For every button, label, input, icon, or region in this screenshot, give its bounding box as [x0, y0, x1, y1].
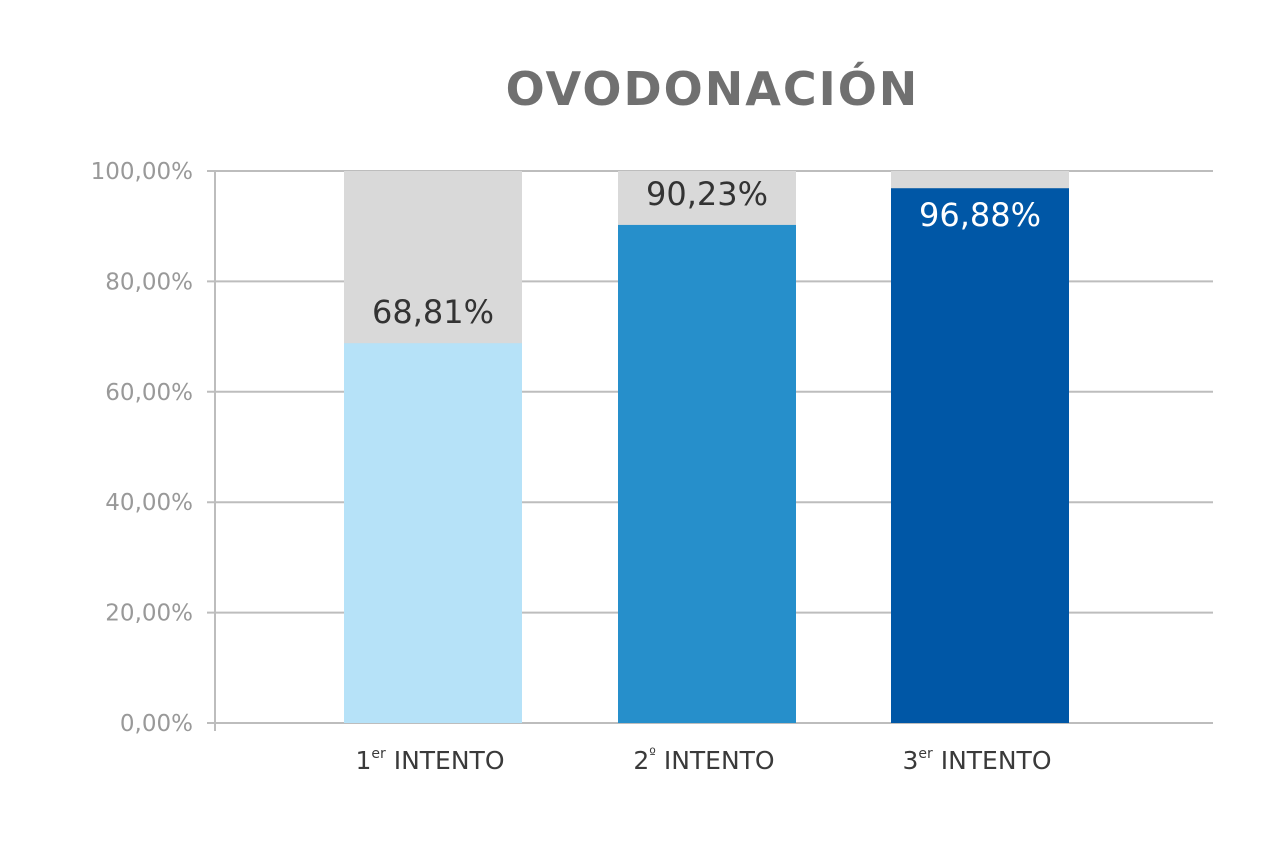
bar	[344, 343, 522, 723]
y-tick-label: 60,00%	[105, 380, 193, 406]
data-label: 68,81%	[372, 293, 494, 331]
bar	[891, 188, 1069, 723]
chart-title: OVODONACIÓN	[505, 62, 920, 116]
y-tick-label: 40,00%	[105, 490, 193, 516]
data-label: 90,23%	[646, 175, 768, 213]
x-tick-label: 3er INTENTO	[902, 746, 1051, 775]
bar	[618, 224, 796, 723]
y-tick-label: 20,00%	[105, 601, 193, 627]
data-label: 96,88%	[919, 196, 1041, 234]
x-tick-label: 2º INTENTO	[633, 746, 774, 775]
y-tick-label: 100,00%	[91, 159, 193, 185]
y-tick-label: 80,00%	[105, 269, 193, 295]
x-tick-label: 1er INTENTO	[355, 746, 504, 775]
y-tick-label: 0,00%	[120, 711, 193, 737]
